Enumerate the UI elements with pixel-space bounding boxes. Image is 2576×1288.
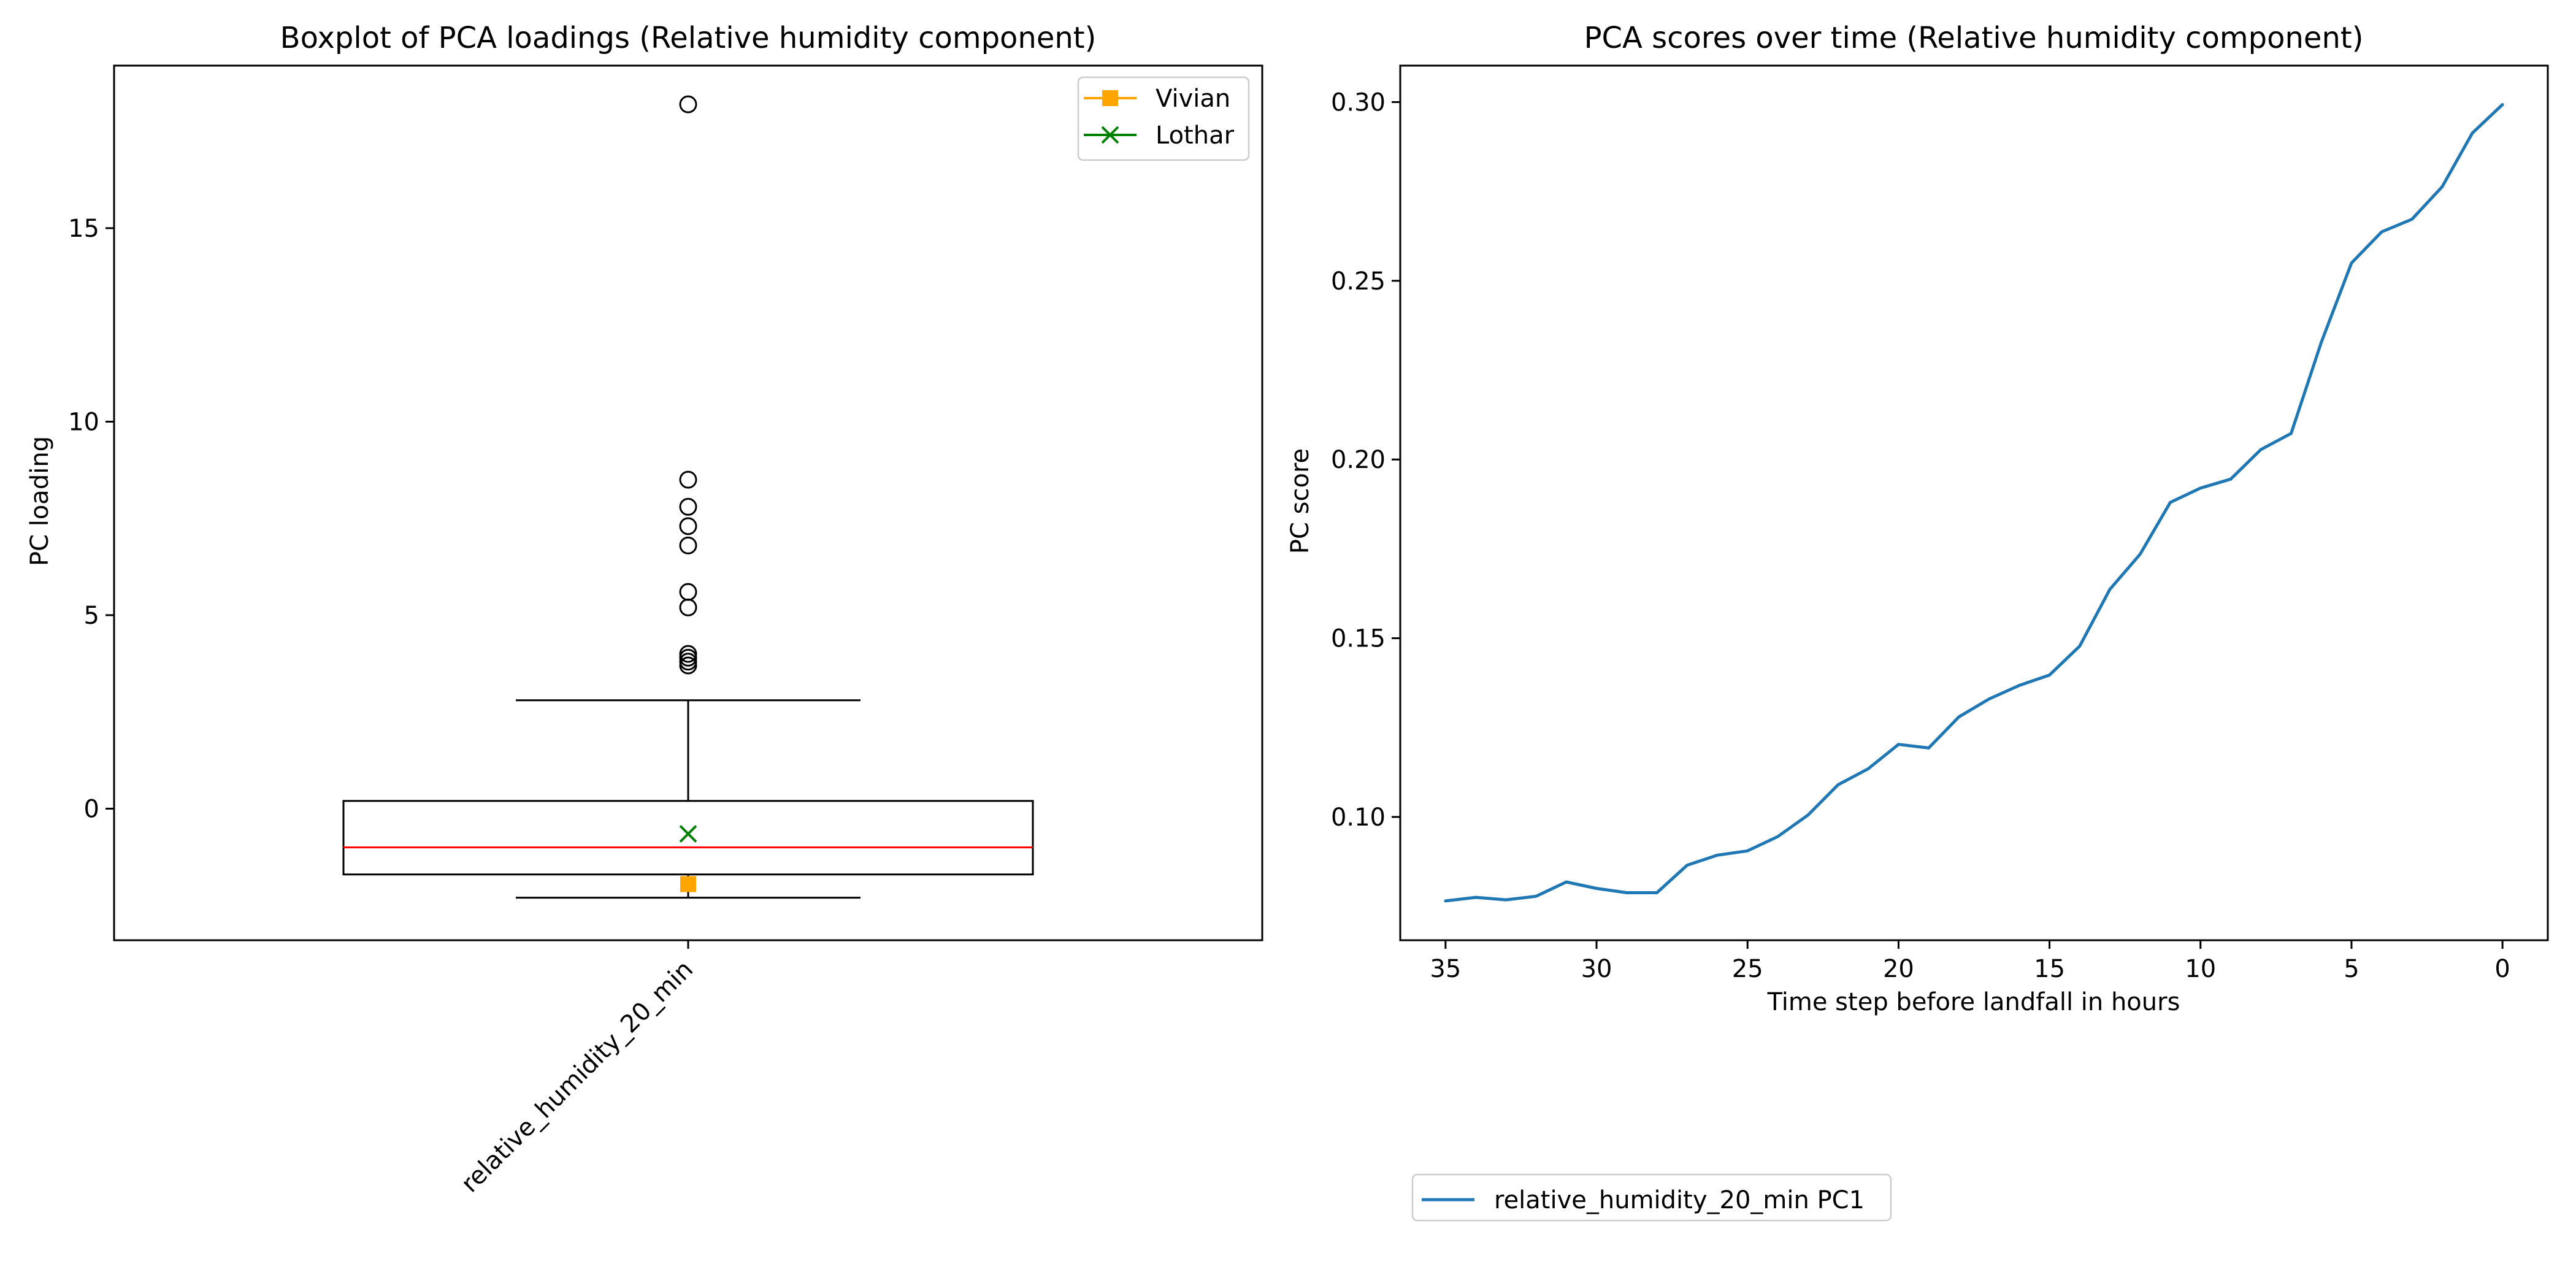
legend-vivian-square-marker bbox=[1102, 90, 1118, 106]
boxplot-outlier-point bbox=[679, 95, 697, 113]
line-chart-x-tick-label: 25 bbox=[1732, 955, 1763, 983]
line-chart-x-tick-label: 10 bbox=[2185, 955, 2216, 983]
boxplot-outlier-point bbox=[679, 598, 697, 616]
boxplot-y-tick-label: 0 bbox=[84, 795, 99, 823]
boxplot-box bbox=[342, 800, 1034, 876]
line-chart-y-tick-label: 0.25 bbox=[1331, 267, 1386, 296]
boxplot-outlier-point bbox=[679, 517, 697, 535]
line-chart-y-tick-label: 0.15 bbox=[1331, 625, 1386, 653]
boxplot-y-axis-label: PC loading bbox=[26, 436, 54, 566]
line-chart-x-tick-label: 15 bbox=[2034, 955, 2065, 983]
line-chart-series-pc1 bbox=[1444, 103, 2504, 903]
line-chart-x-tick-label: 30 bbox=[1581, 955, 1612, 983]
line-chart-x-tick-label: 20 bbox=[1883, 955, 1914, 983]
line-chart-legend[interactable]: relative_humidity_20_min PC1 bbox=[1411, 1173, 1892, 1222]
line-chart-y-tick-label: 0.30 bbox=[1331, 88, 1386, 117]
legend-lothar-x-marker bbox=[1101, 126, 1119, 144]
legend-pc1-label: relative_humidity_20_min PC1 bbox=[1494, 1186, 1865, 1214]
boxplot-lothar-marker bbox=[679, 825, 697, 843]
line-chart-title: PCA scores over time (Relative humidity … bbox=[1584, 21, 2364, 55]
line-chart-y-ticks: 0.10 0.15 0.20 0.25 0.30 bbox=[1331, 88, 1400, 832]
line-chart-y-tick-label: 0.20 bbox=[1331, 446, 1386, 474]
boxplot-outlier-point bbox=[679, 656, 697, 675]
line-chart-y-axis-label: PC score bbox=[1286, 448, 1314, 554]
line-chart-series bbox=[1444, 103, 2504, 903]
line-chart-y-tick-label: 0.10 bbox=[1331, 803, 1386, 832]
boxplot-outlier-point bbox=[679, 470, 697, 489]
boxplot-outlier-point bbox=[679, 497, 697, 516]
boxplot-marks bbox=[342, 95, 1034, 899]
line-chart-x-tick-label: 0 bbox=[2494, 955, 2510, 983]
line-chart-legend-frame bbox=[1411, 1173, 1892, 1222]
boxplot-y-tick-label: 15 bbox=[68, 215, 99, 243]
line-chart-plot-frame bbox=[1399, 64, 2549, 941]
boxplot-y-ticks: 0 5 10 15 bbox=[68, 215, 114, 823]
legend-vivian-label: Vivian bbox=[1156, 85, 1230, 113]
line-chart-x-tick-label: 35 bbox=[1430, 955, 1461, 983]
boxplot-title: Boxplot of PCA loadings (Relative humidi… bbox=[280, 21, 1097, 55]
boxplot-y-tick-label: 10 bbox=[68, 408, 99, 436]
legend-lothar-label: Lothar bbox=[1156, 121, 1235, 150]
line-chart-x-axis-label: Time step before landfall in hours bbox=[1767, 988, 2180, 1016]
line-chart-x-tick-label: 5 bbox=[2344, 955, 2359, 983]
boxplot-outlier-point bbox=[679, 536, 697, 554]
boxplot-vivian-marker bbox=[680, 876, 696, 892]
line-chart-x-ticks: 35 30 25 20 15 10 5 0 bbox=[1430, 940, 2510, 983]
line-chart: PCA scores over time (Relative humidity … bbox=[1286, 21, 2549, 1222]
boxplot-legend[interactable]: Vivian Lothar bbox=[1077, 76, 1250, 161]
boxplot-y-tick-label: 5 bbox=[84, 602, 99, 630]
